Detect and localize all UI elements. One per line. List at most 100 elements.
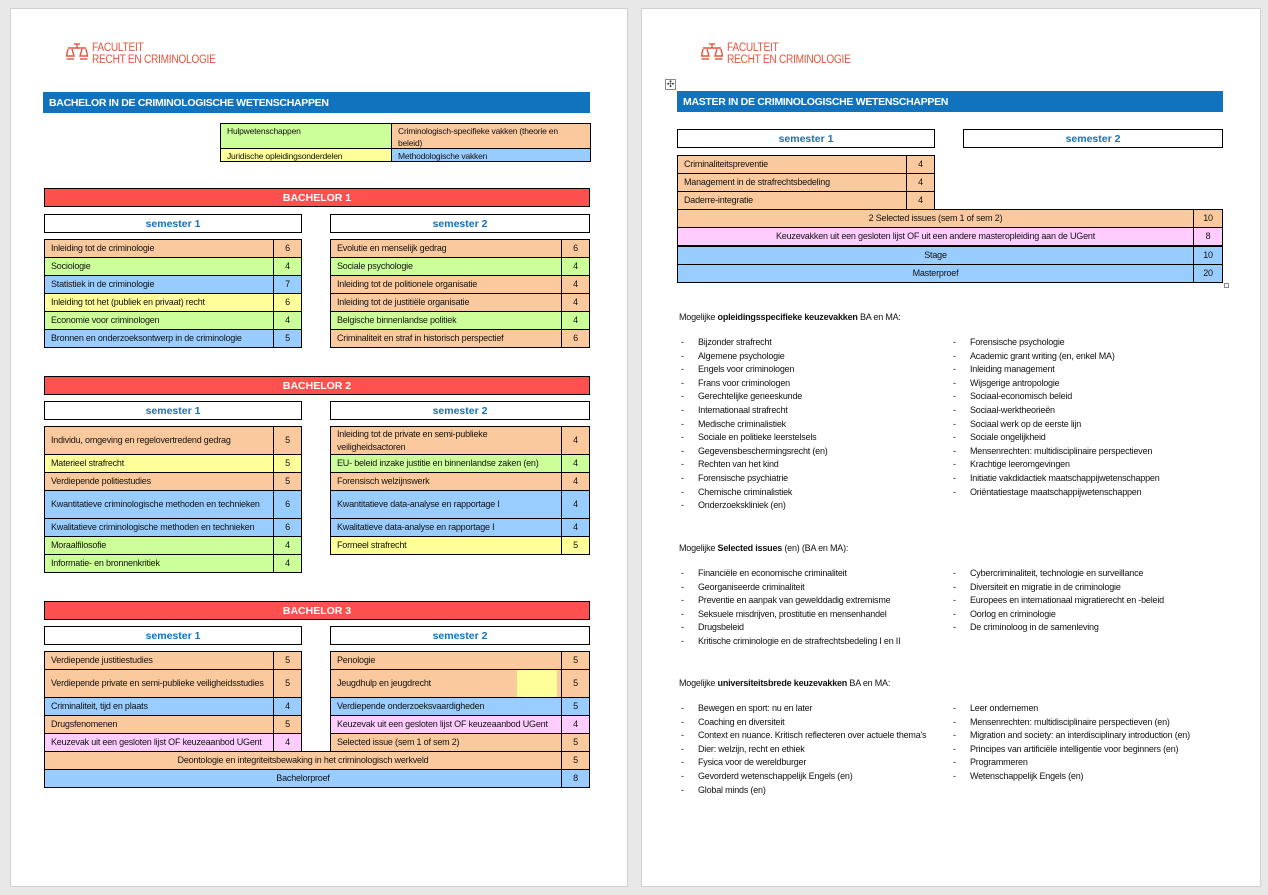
course-name: Evolutie en menselijk gedrag xyxy=(330,239,562,258)
logo-line2: RECHT EN CRIMINOLOGIE xyxy=(92,54,216,66)
logo-text: FACULTEIT RECHT EN CRIMINOLOGIE xyxy=(727,42,851,66)
course-row: Evolutie en menselijk gedrag 6 xyxy=(330,239,590,258)
bullet-dash: - xyxy=(953,472,956,483)
bullet-dash: - xyxy=(681,472,684,483)
bullet-dash: - xyxy=(681,404,684,415)
section-title-bold: Selected issues xyxy=(717,543,783,553)
course-name: Inleiding tot de criminologie xyxy=(44,239,274,258)
list-item: - Drugsbeleid xyxy=(681,621,951,635)
list-item: - Engels voor criminologen xyxy=(681,363,951,377)
course-name: Criminaliteit en straf in historisch per… xyxy=(330,329,562,348)
list-item: - Gegevensbeschermingsrecht (en) xyxy=(681,445,951,459)
bullet-dash: - xyxy=(953,350,956,361)
list-item-text: Mensenrechten: multidisciplinaire perspe… xyxy=(970,716,1170,727)
course-row: Kwalitatieve criminologische methoden en… xyxy=(44,518,302,537)
list-item-text: Drugsbeleid xyxy=(698,622,744,633)
course-row: Selected issue (sem 1 of sem 2) 5 xyxy=(330,733,590,752)
list-item: - Dier: welzijn, recht en ethiek xyxy=(681,743,951,757)
course-name: Selected issue (sem 1 of sem 2) xyxy=(330,733,562,752)
list-item: - Wijsgerige antropologie xyxy=(953,377,1223,391)
scales-of-justice-icon xyxy=(700,42,724,66)
course-name: Moraalfilosofie xyxy=(44,536,274,555)
course-ects: 5 xyxy=(561,651,590,670)
bullet-dash: - xyxy=(681,418,684,429)
section-title-prefix: Mogelijke xyxy=(679,678,718,688)
list-item: - Inleiding management xyxy=(953,363,1223,377)
bullet-dash: - xyxy=(681,391,684,402)
list-item-text: Forensische psychologie xyxy=(970,337,1065,347)
list-item-text: Seksuele misdrijven, prostitutie en mens… xyxy=(698,608,887,619)
course-ects: 10 xyxy=(1193,245,1223,265)
course-row: Kwantitatieve criminologische methoden e… xyxy=(44,490,302,519)
course-ects: 4 xyxy=(561,257,590,276)
year-title-bar: BACHELOR 2 xyxy=(44,376,590,395)
course-row: Materieel strafrecht 5 xyxy=(44,454,302,473)
list-item-text: Algemene psychologie xyxy=(698,350,785,361)
bullet-dash: - xyxy=(953,404,956,415)
bullet-dash: - xyxy=(681,445,684,456)
list-item-text: Onderzoekskliniek (en) xyxy=(698,500,786,511)
course-ects: 5 xyxy=(273,454,302,473)
course-ects: 4 xyxy=(906,191,935,210)
course-ects: 5 xyxy=(273,472,302,491)
legend-aux: Hulpwetenschappen xyxy=(220,123,392,149)
list-item: - Georganiseerde criminaliteit xyxy=(681,581,951,595)
bullet-dash: - xyxy=(953,459,956,470)
bullet-dash: - xyxy=(681,770,684,781)
course-ects: 4 xyxy=(561,518,590,537)
course-row: Inleiding tot het (publiek en privaat) r… xyxy=(44,293,302,312)
section-list-col2: - Cybercriminaliteit, technologie en surv… xyxy=(953,567,1223,635)
list-item-text: Sociale en politieke leerstelsels xyxy=(698,432,817,443)
bullet-dash: - xyxy=(681,350,684,361)
course-row: Deontologie en integriteitsbewaking in h… xyxy=(44,751,590,770)
course-row: Formeel strafrecht 5 xyxy=(330,536,590,555)
course-row: Verdiepende private en semi-publieke vei… xyxy=(44,669,302,698)
course-row: Criminaliteit en straf in historisch per… xyxy=(330,329,590,348)
bullet-dash: - xyxy=(681,622,684,633)
bullet-dash: - xyxy=(953,703,956,713)
course-row: 2 Selected issues (sem 1 of sem 2) 10 xyxy=(677,209,1223,228)
course-ects: 6 xyxy=(273,518,302,537)
bullet-dash: - xyxy=(681,608,684,619)
list-item: - Kritische criminologie en de strafrecht… xyxy=(681,635,951,649)
bullet-dash: - xyxy=(953,432,956,443)
list-item-text: Oriëntatiestage maatschappijwetenschappe… xyxy=(970,486,1142,497)
list-item-text: Kritische criminologie en de strafrechts… xyxy=(698,635,901,646)
bullet-dash: - xyxy=(681,377,684,388)
section-title-suffix: BA en MA: xyxy=(857,312,901,322)
list-item-text: Wetenschappelijk Engels (en) xyxy=(970,770,1084,781)
year-title-bar: BACHELOR 3 xyxy=(44,601,590,620)
list-item: - Academic grant writing (en, enkel MA) xyxy=(953,350,1223,364)
semester-1-header: semester 1 xyxy=(44,626,302,645)
course-name: Inleiding tot de justitiële organisatie xyxy=(330,293,562,312)
bullet-dash: - xyxy=(681,716,684,727)
section-title-bold: universiteitsbrede keuzevakken xyxy=(717,678,848,688)
course-name: Economie voor criminologen xyxy=(44,311,274,330)
course-name: Belgische binnenlandse politiek xyxy=(330,311,562,330)
course-name: Masterproef xyxy=(677,263,1194,283)
course-ects: 4 xyxy=(273,554,302,573)
bullet-dash: - xyxy=(681,432,684,443)
course-name: Stage xyxy=(677,245,1194,265)
list-item: - Forensische psychologie xyxy=(953,336,1223,350)
list-item: - Programmeren xyxy=(953,756,1223,770)
year-title-bar: BACHELOR 1 xyxy=(44,188,590,207)
course-name: Inleiding tot het (publiek en privaat) r… xyxy=(44,293,274,312)
list-item: - Forensische psychiatrie xyxy=(681,472,951,486)
table-move-handle[interactable]: ✣ xyxy=(665,79,676,90)
course-ects: 4 xyxy=(906,173,935,192)
course-row: Bachelorproef 8 xyxy=(44,769,590,788)
course-ects: 4 xyxy=(273,733,302,752)
table-resize-handle[interactable] xyxy=(1224,283,1229,288)
section-title: Mogelijke Selected issues (en) (BA en MA… xyxy=(679,543,1199,553)
course-name: Keuzevakken uit een gesloten lijst OF ui… xyxy=(677,227,1194,247)
master-title-banner: MASTER IN DE CRIMINOLOGISCHE WETENSCHAPP… xyxy=(677,91,1223,112)
list-item-text: Gevorderd wetenschappelijk Engels (en) xyxy=(698,770,853,781)
list-item: - Seksuele misdrijven, prostitutie en men… xyxy=(681,608,951,622)
list-item: - Oorlog en criminologie xyxy=(953,608,1223,622)
list-item-text: Medische criminalistiek xyxy=(698,418,786,429)
course-name: Deontologie en integriteitsbewaking in h… xyxy=(44,751,562,770)
course-ects: 5 xyxy=(561,733,590,752)
bullet-dash: - xyxy=(681,581,684,592)
bullet-dash: - xyxy=(681,595,684,606)
